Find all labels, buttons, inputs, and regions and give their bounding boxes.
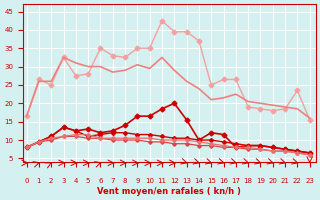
X-axis label: Vent moyen/en rafales ( kn/h ): Vent moyen/en rafales ( kn/h ) bbox=[97, 187, 241, 196]
